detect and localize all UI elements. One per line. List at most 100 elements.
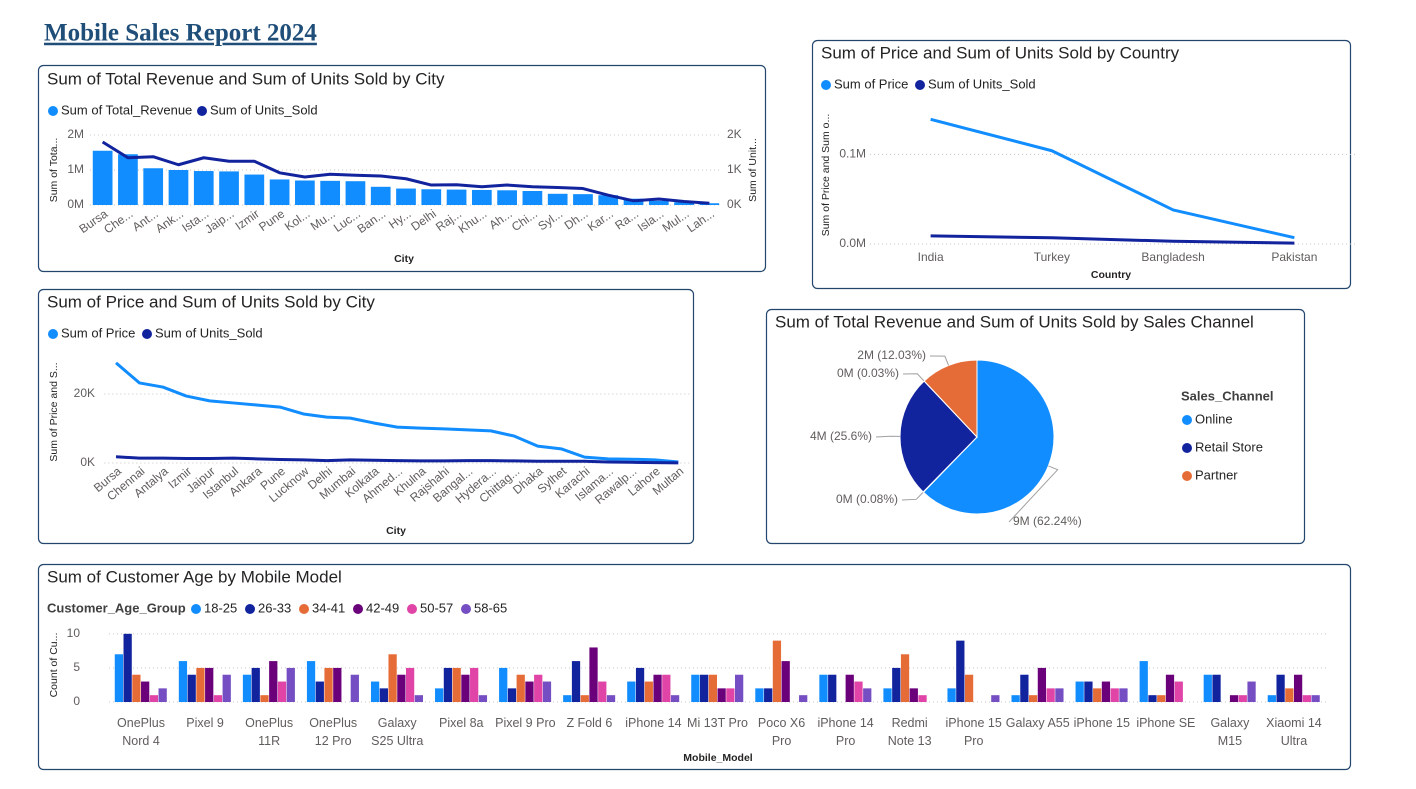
bar (781, 661, 790, 702)
x-tick-label-box: Pixel 9 (186, 716, 224, 730)
bar (1075, 681, 1084, 702)
bar (542, 681, 552, 702)
bar (883, 688, 892, 702)
x-tick-label: Xiaomi 14 Ultra (1266, 716, 1322, 748)
bar (1020, 674, 1029, 702)
bar (1046, 688, 1055, 702)
x-tick-label-box: iPhone 15 (1074, 716, 1130, 730)
bar (1148, 695, 1157, 702)
bar (828, 674, 837, 702)
bar (772, 640, 782, 702)
x-tick-label: Galaxy A55 (1005, 716, 1070, 730)
bar (1093, 688, 1102, 702)
bar (854, 681, 863, 702)
legend-swatch (197, 106, 207, 116)
bar (863, 688, 872, 702)
x-tick-label-box: Mi 13T Pro (687, 716, 748, 730)
x-tick-label: Poco X6 Pro (757, 716, 806, 748)
bar (1029, 695, 1038, 702)
legend-label: 18-25 (204, 600, 237, 615)
bar (324, 667, 333, 702)
bar (141, 681, 150, 702)
bar (435, 688, 444, 702)
bar (964, 674, 974, 702)
legend-label: Sum of Price (61, 325, 135, 340)
x-tick-label: OnePlus 12 Pro (309, 716, 358, 748)
panel (37, 64, 767, 273)
bar (242, 674, 252, 702)
bar (452, 667, 461, 702)
bar (726, 688, 735, 702)
bar (918, 695, 927, 702)
bar (269, 179, 290, 205)
y-axis-title: Count of Cu... (48, 633, 60, 698)
x-tick-label: Pakistan (1271, 250, 1317, 264)
legend-swatch (191, 604, 201, 614)
bar (306, 661, 316, 702)
bar (178, 661, 188, 702)
y-tick-label: 2M (67, 127, 84, 141)
y-tick-label: 20K (74, 386, 95, 400)
bar (446, 189, 467, 205)
bar (1293, 674, 1303, 702)
line (930, 117, 1295, 240)
legend-swatch (353, 604, 363, 614)
bar (755, 688, 764, 702)
x-tick-label: iPhone 14 Pro (817, 716, 874, 748)
line (115, 455, 679, 465)
bar (799, 695, 808, 702)
legend-swatch (142, 329, 152, 339)
x-tick-label-box: Xiaomi 14 Ultra (1266, 716, 1322, 748)
legend-label: Sum of Total_Revenue (61, 102, 192, 117)
bar (244, 174, 265, 205)
x-tick-label: iPhone 15 Pro (945, 716, 1002, 748)
panel (37, 563, 1352, 771)
bar (123, 633, 132, 702)
bar (1101, 681, 1111, 702)
x-tick-label-box: iPhone 14 (625, 716, 681, 730)
bar (563, 695, 572, 702)
bar (295, 180, 315, 205)
y-tick-label: 0.1M (839, 146, 866, 160)
bar (132, 674, 141, 702)
bar (598, 681, 607, 702)
bar (1203, 674, 1212, 702)
report-title: Mobile Sales Report 2024 (44, 20, 317, 47)
x-tick-label: Bangladesh (1141, 250, 1204, 264)
bar (333, 667, 342, 702)
y-axis-title: Sum of Price and S... (48, 362, 60, 461)
bar (499, 667, 508, 702)
leader-line (901, 491, 924, 501)
bar (320, 180, 341, 205)
x-tick-label: Redmi Note 13 (887, 716, 932, 748)
bar (370, 186, 391, 205)
x-tick-label: OnePlus Nord 4 (117, 716, 165, 748)
legend-swatch (48, 329, 58, 339)
bar (900, 654, 910, 702)
bar (92, 150, 113, 205)
bar (478, 695, 488, 702)
bar (670, 695, 680, 702)
y-tick-label: 1M (67, 162, 84, 176)
data-label: 0M (0.03%) (837, 366, 899, 380)
chart-title: Sum of Price and Sum of Units Sold by Co… (821, 43, 1180, 62)
bar (388, 654, 397, 702)
bar (525, 681, 534, 702)
legend-label: Online (1195, 411, 1233, 426)
bar (497, 190, 517, 205)
bar (1302, 695, 1311, 702)
bar (251, 667, 260, 702)
legend-label: Sum of Price (834, 76, 908, 91)
x-tick-label: Galaxy M15 (1210, 716, 1250, 748)
x-tick-label-box: iPhone SE (1136, 716, 1195, 730)
bar (213, 695, 223, 702)
bar (648, 200, 669, 205)
bar (571, 661, 581, 702)
legend-label: 34-41 (312, 600, 345, 615)
bar (158, 688, 167, 702)
bar (507, 688, 517, 702)
data-label: 9M (62.24%) (1013, 514, 1082, 528)
x-tick-label-box: Pixel 9 Pro (495, 716, 556, 730)
x-tick-label: Pixel 9 Pro (495, 716, 556, 730)
